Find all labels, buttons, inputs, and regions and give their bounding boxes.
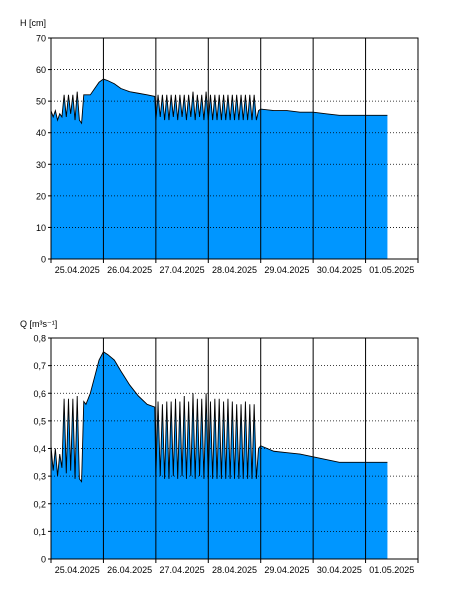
- y-tick-label: 20: [36, 191, 46, 201]
- y-tick-label: 0,8: [33, 334, 46, 344]
- y-tick-label: 0: [41, 255, 46, 265]
- series-area: [51, 79, 388, 259]
- x-tick-label: 26.04.2025: [107, 265, 152, 275]
- x-tick-label: 25.04.2025: [55, 265, 100, 275]
- y-tick-label: 70: [36, 34, 46, 44]
- x-tick-label: 01.05.2025: [369, 565, 414, 575]
- chart-2: 0 0,1 0,2 0,3 0,4 0,5 0,6 0,7 0,8 25.04.2025 26.04…: [20, 319, 419, 575]
- y-tick-label: 0,3: [33, 472, 46, 482]
- x-tick-label: 30.04.2025: [317, 565, 362, 575]
- x-tick-label: 28.04.2025: [212, 265, 257, 275]
- y-tick-label: 0,7: [33, 361, 46, 371]
- x-tick-label: 27.04.2025: [160, 565, 205, 575]
- x-tick-label: 01.05.2025: [369, 265, 414, 275]
- y-tick-label: 40: [36, 128, 46, 138]
- y-tick-label: 0,4: [33, 444, 46, 454]
- y-tick-label: 60: [36, 65, 46, 75]
- y-tick-label: 0,6: [33, 389, 46, 399]
- x-tick-label: 25.04.2025: [55, 565, 100, 575]
- y-tick-label: 10: [36, 223, 46, 233]
- plot-frame: [50, 337, 419, 560]
- x-tick-label: 26.04.2025: [107, 565, 152, 575]
- x-tick-label: 27.04.2025: [160, 265, 205, 275]
- chart-1: 0 10 20 30 40 50 60 70 25.04.2025 26.04.2025 27.04…: [20, 18, 419, 275]
- x-tick-label: 29.04.2025: [264, 565, 309, 575]
- y-tick-label: 0,5: [33, 416, 46, 426]
- y-tick-label: 30: [36, 160, 46, 170]
- plot-frame: [50, 37, 419, 260]
- y-tick-label: 0: [41, 555, 46, 565]
- series-area: [51, 351, 388, 559]
- series-line: [50, 78, 388, 125]
- series-line: [50, 351, 388, 483]
- x-tick-label: 30.04.2025: [317, 265, 362, 275]
- y-axis-label: H [cm]: [20, 18, 46, 28]
- y-axis-label: Q [m³s⁻¹]: [20, 319, 57, 329]
- y-tick-label: 50: [36, 97, 46, 107]
- x-tick-label: 29.04.2025: [264, 265, 309, 275]
- y-tick-label: 0,2: [33, 499, 46, 509]
- x-tick-label: 28.04.2025: [212, 565, 257, 575]
- y-tick-label: 0,1: [33, 527, 46, 537]
